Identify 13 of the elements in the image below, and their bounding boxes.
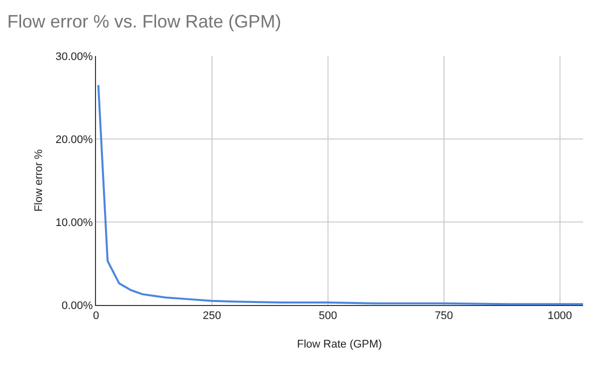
y-tick-label: 10.00% [55, 216, 94, 229]
chart-title: Flow error % vs. Flow Rate (GPM) [7, 12, 282, 32]
x-tick-label: 500 [318, 310, 338, 322]
x-axis-title: Flow Rate (GPM) [297, 338, 382, 350]
x-tick-label: 750 [434, 310, 454, 322]
line-series [97, 84, 583, 305]
x-tick-label: 1000 [548, 310, 572, 322]
y-tick-label: 30.00% [55, 50, 94, 63]
x-tick-label: 0 [92, 310, 100, 322]
y-tick-label: 20.00% [55, 134, 94, 146]
x-tick-label: 250 [202, 310, 222, 322]
y-axis-title: Flow error % [33, 149, 46, 212]
y-tick-label: 0.00% [62, 300, 94, 312]
